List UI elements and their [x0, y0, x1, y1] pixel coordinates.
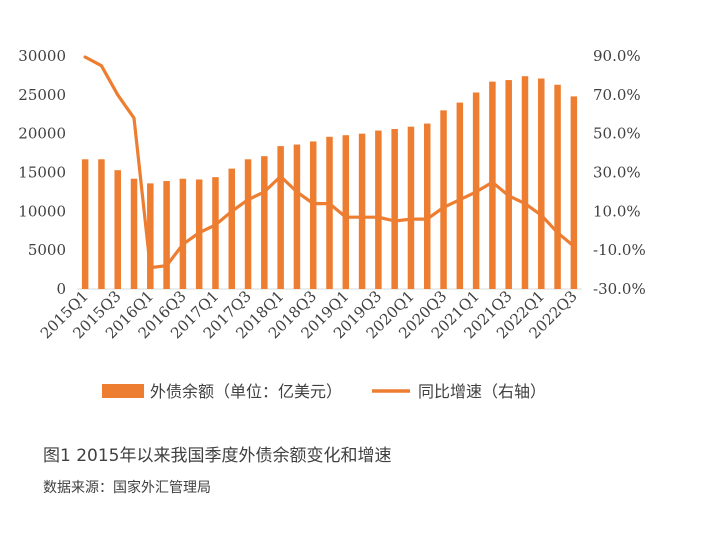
bar [81, 159, 89, 289]
y-left-tick-label: 10000 [18, 202, 66, 220]
axes: 0 5000 10000 15000 20000 25000 30000 -30.0% -10.… [18, 47, 645, 298]
bar [244, 159, 252, 289]
bar [440, 110, 447, 289]
bar [375, 130, 382, 289]
y-left-tick-label: 20000 [18, 125, 66, 143]
bar [293, 144, 301, 289]
bar [407, 126, 415, 289]
bar [130, 178, 138, 289]
figure-caption: 图1 2015年以来我国季度外债余额变化和增速 [43, 446, 392, 466]
x-tick-labels: 2015Q12015Q32016Q12016Q32017Q12017Q32018… [37, 287, 581, 342]
bar [212, 177, 219, 289]
y-left-tick-label: 30000 [18, 47, 66, 65]
y-right-tick-label: -30.0% [593, 280, 646, 298]
bar [261, 156, 268, 289]
data-source: 数据来源：国家外汇管理局 [43, 480, 211, 496]
y-right-tick-label: -10.0% [593, 241, 646, 259]
bar [147, 183, 154, 289]
bar [326, 136, 333, 289]
y-right-tick-label: 10.0% [593, 202, 641, 220]
y-right-tick-label: 90.0% [593, 47, 641, 65]
bar-series [81, 76, 578, 290]
bar [179, 178, 187, 289]
y-left-tick-label: 15000 [18, 164, 66, 182]
y-left-tick-label: 25000 [18, 86, 66, 104]
line-series [83, 55, 576, 270]
bar [309, 141, 317, 289]
bar [456, 102, 464, 289]
bar [554, 84, 561, 289]
bar [423, 123, 431, 289]
y-right-tick-label: 70.0% [593, 86, 641, 104]
bar [489, 81, 496, 289]
bar [114, 170, 121, 289]
bar [342, 135, 350, 289]
legend-line-label: 同比增速（右轴） [418, 382, 546, 401]
bar [98, 159, 105, 289]
bar [505, 80, 512, 290]
legend-bar-swatch [102, 384, 144, 398]
bar [358, 133, 366, 289]
bar [538, 78, 545, 289]
bar [521, 76, 529, 290]
legend-bar-label: 外债余额（单位：亿美元） [150, 382, 342, 401]
bar [163, 181, 170, 289]
bar [277, 146, 284, 289]
legend: 外债余额（单位：亿美元） 同比增速（右轴） [102, 382, 546, 401]
growth-line [83, 55, 576, 270]
y-left-tick-label: 0 [56, 280, 66, 298]
combo-chart: 0 5000 10000 15000 20000 25000 30000 -30.0% -10.… [18, 47, 645, 401]
bar [570, 96, 578, 290]
y-right-tick-label: 30.0% [593, 164, 641, 182]
bar [228, 168, 236, 289]
y-right-tick-label: 50.0% [593, 125, 641, 143]
bar [391, 129, 398, 289]
y-left-tick-label: 5000 [28, 241, 66, 259]
